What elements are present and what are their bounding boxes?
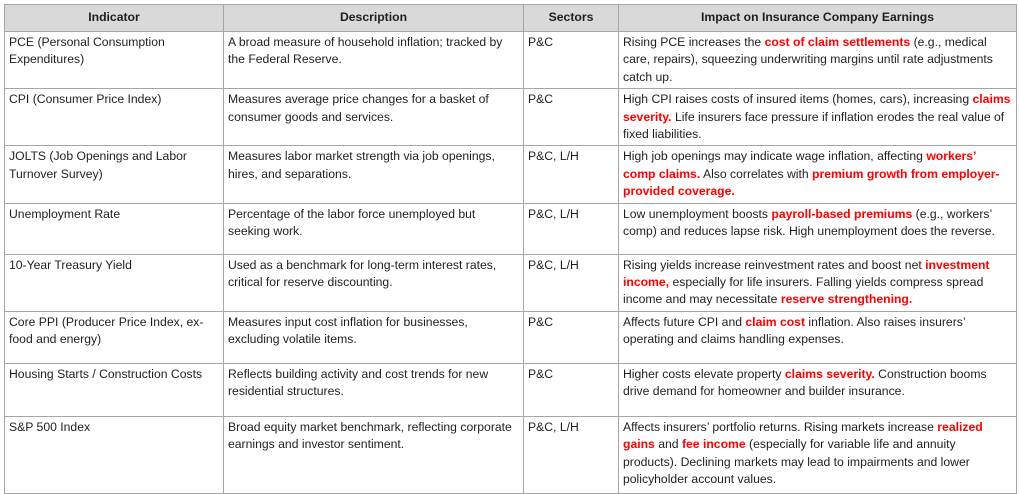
impact-cell: Low unemployment boosts payroll-based pr…	[618, 202, 1017, 255]
impact-text: High CPI raises costs of insured items (…	[623, 92, 973, 107]
indicator-cell: CPI (Consumer Price Index)	[4, 88, 224, 147]
impact-highlight-text: workers’ comp claims.	[623, 149, 976, 181]
sectors-cell: P&C	[523, 88, 619, 147]
sectors-cell: P&C, L/H	[523, 415, 619, 494]
indicator-cell: PCE (Personal Consumption Expenditures)	[4, 30, 224, 90]
impact-text: and	[654, 437, 682, 452]
impact-cell: Rising PCE increases the cost of claim s…	[618, 30, 1017, 90]
sectors-cell: P&C	[523, 30, 619, 90]
table-header: Indicator Description Sectors Impact on …	[4, 4, 1017, 32]
header-row: Indicator Description Sectors Impact on …	[4, 4, 1017, 32]
indicator-cell: JOLTS (Job Openings and Labor Turnover S…	[4, 145, 224, 204]
impact-text: Rising yields increase reinvestment rate…	[623, 257, 926, 272]
impact-highlight-text: cost of claim settlements	[764, 35, 911, 49]
impact-highlight-text: investment income,	[623, 257, 990, 290]
indicator-cell: Unemployment Rate	[4, 202, 224, 255]
indicator-cell: S&P 500 Index	[4, 415, 224, 494]
table-row: Housing Starts / Construction Costs Refle…	[4, 362, 1017, 417]
table-row: JOLTS (Job Openings and Labor Turnover S…	[4, 145, 1017, 204]
impact-text: Also correlates with	[700, 166, 812, 181]
impact-highlight-text: payroll-based premiums	[771, 206, 913, 221]
description-cell: Measures labor market strength via job o…	[223, 145, 524, 204]
impact-text: inflation. Also raises insurers’ operati…	[623, 314, 966, 347]
column-header-sectors: Sectors	[523, 4, 619, 32]
column-header-indicator: Indicator	[4, 4, 224, 32]
impact-highlight-text: claim cost	[745, 314, 806, 329]
impact-cell: High job openings may indicate wage infl…	[618, 145, 1017, 204]
sectors-cell: P&C	[523, 310, 619, 364]
description-cell: A broad measure of household inflation; …	[223, 30, 524, 90]
table-row: S&P 500 Index Broad equity market benchma…	[4, 415, 1017, 494]
column-header-impact: Impact on Insurance Company Earnings	[618, 4, 1017, 32]
table-row: 10-Year Treasury Yield Used as a benchmar…	[4, 253, 1017, 312]
economic-indicators-table: Indicator Description Sectors Impact on …	[4, 4, 1017, 494]
sectors-cell: P&C, L/H	[523, 145, 619, 204]
column-header-description: Description	[223, 4, 524, 32]
indicator-cell: Housing Starts / Construction Costs	[4, 362, 224, 417]
description-cell: Reflects building activity and cost tren…	[223, 362, 524, 417]
impact-text: (especially for variable life and annuit…	[623, 437, 970, 487]
impact-text: Low unemployment boosts	[623, 206, 772, 221]
impact-text: Affects future CPI and	[623, 314, 746, 329]
description-cell: Percentage of the labor force unemployed…	[223, 202, 524, 255]
impact-cell: Affects future CPI and claim cost inflat…	[618, 310, 1017, 364]
sectors-cell: P&C	[523, 362, 619, 417]
table-row: CPI (Consumer Price Index) Measures avera…	[4, 88, 1017, 147]
impact-cell: High CPI raises costs of insured items (…	[618, 88, 1017, 147]
impact-highlight-text: reserve strengthening.	[780, 292, 913, 307]
sectors-cell: P&C, L/H	[523, 202, 619, 255]
impact-highlight-text: fee income	[681, 437, 746, 452]
table-row: PCE (Personal Consumption Expenditures) A…	[4, 30, 1017, 90]
description-cell: Measures average price changes for a bas…	[223, 88, 524, 147]
impact-highlight-text: claims severity.	[623, 92, 1011, 124]
impact-cell: Higher costs elevate property claims sev…	[618, 362, 1017, 417]
impact-text: Affects insurers’ portfolio returns. Ris…	[623, 419, 938, 434]
table-row: Unemployment Rate Percentage of the labor…	[4, 202, 1017, 255]
impact-text: (e.g., workers’ comp) and reduces lapse …	[623, 206, 995, 239]
impact-highlight-text: realized gains	[623, 419, 983, 452]
indicator-cell: 10-Year Treasury Yield	[4, 253, 224, 312]
impact-text: High job openings may indicate wage infl…	[623, 149, 927, 164]
indicator-cell: Core PPI (Producer Price Index, ex-food …	[4, 310, 224, 364]
impact-text: Construction booms drive demand for home…	[623, 366, 987, 399]
description-cell: Used as a benchmark for long-term intere…	[223, 253, 524, 312]
impact-highlight-text: premium growth from employer-provided co…	[623, 166, 1000, 199]
impact-text: Rising PCE increases the	[623, 35, 765, 49]
table-body: PCE (Personal Consumption Expenditures) A…	[4, 30, 1017, 494]
impact-text: Life insurers face pressure if inflation…	[623, 109, 1005, 142]
impact-text: especially for life insurers. Falling yi…	[623, 275, 984, 307]
description-cell: Measures input cost inflation for busine…	[223, 310, 524, 364]
impact-cell: Affects insurers’ portfolio returns. Ris…	[618, 415, 1017, 494]
sectors-cell: P&C, L/H	[523, 253, 619, 312]
impact-cell: Rising yields increase reinvestment rate…	[618, 253, 1017, 312]
description-cell: Broad equity market benchmark, reflectin…	[223, 415, 524, 494]
impact-text: (e.g., medical care, repairs), squeezing…	[623, 35, 993, 84]
impact-highlight-text: claims severity.	[784, 366, 875, 381]
table-row: Core PPI (Producer Price Index, ex-food …	[4, 310, 1017, 364]
impact-text: Higher costs elevate property	[623, 366, 785, 381]
